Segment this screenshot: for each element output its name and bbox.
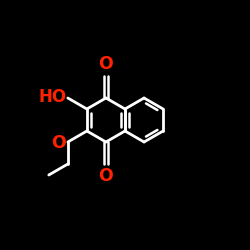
Text: HO: HO: [38, 88, 66, 106]
Text: O: O: [98, 55, 113, 73]
Text: O: O: [52, 134, 66, 152]
Text: O: O: [98, 167, 113, 185]
